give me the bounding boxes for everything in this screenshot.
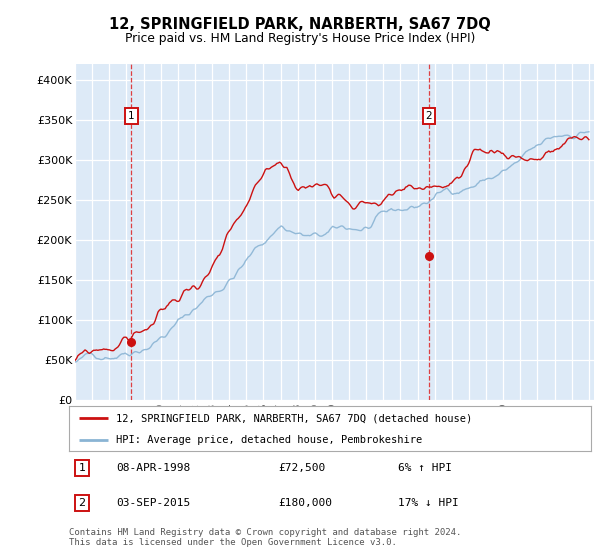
Text: £72,500: £72,500 (278, 463, 325, 473)
Text: 08-APR-1998: 08-APR-1998 (116, 463, 190, 473)
Text: 12, SPRINGFIELD PARK, NARBERTH, SA67 7DQ (detached house): 12, SPRINGFIELD PARK, NARBERTH, SA67 7DQ… (116, 413, 472, 423)
Text: 03-SEP-2015: 03-SEP-2015 (116, 498, 190, 508)
Text: 17% ↓ HPI: 17% ↓ HPI (398, 498, 458, 508)
Text: £180,000: £180,000 (278, 498, 332, 508)
Text: Price paid vs. HM Land Registry's House Price Index (HPI): Price paid vs. HM Land Registry's House … (125, 32, 475, 45)
Text: 6% ↑ HPI: 6% ↑ HPI (398, 463, 452, 473)
Text: 2: 2 (426, 111, 433, 122)
Text: 1: 1 (128, 111, 134, 122)
Text: 1: 1 (79, 463, 86, 473)
Text: Contains HM Land Registry data © Crown copyright and database right 2024.
This d: Contains HM Land Registry data © Crown c… (69, 528, 461, 548)
Text: HPI: Average price, detached house, Pembrokeshire: HPI: Average price, detached house, Pemb… (116, 435, 422, 445)
Text: 12, SPRINGFIELD PARK, NARBERTH, SA67 7DQ: 12, SPRINGFIELD PARK, NARBERTH, SA67 7DQ (109, 17, 491, 32)
Text: 2: 2 (79, 498, 86, 508)
